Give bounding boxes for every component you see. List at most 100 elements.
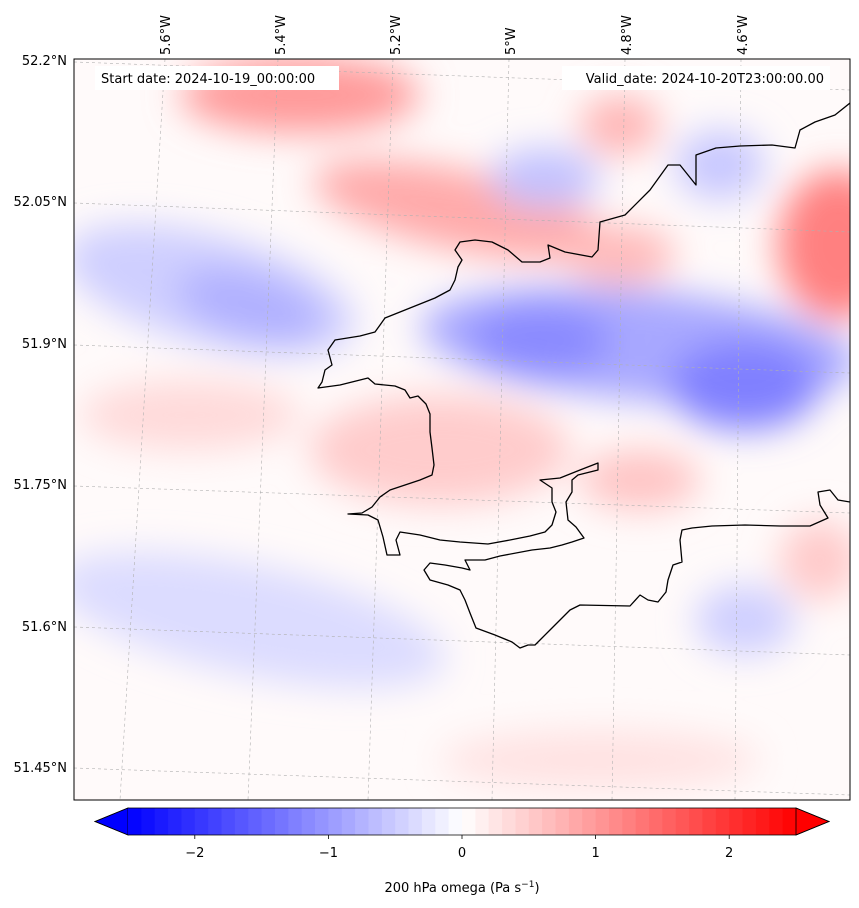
colorbar-segment — [568, 808, 583, 835]
colorbar-tick-label: 0 — [458, 846, 466, 861]
start-date-text: Start date: 2024-10-19_00:00:00 — [101, 72, 315, 87]
meridian-5.4w — [247, 59, 279, 800]
longitude-labels: 5.6°W 5.4°W 5.2°W 5°W 4.8°W 4.6°W — [159, 15, 751, 55]
colorbar-tick-label: 1 — [591, 846, 599, 861]
colorbar-segment — [421, 808, 436, 835]
omega-min-se — [695, 585, 795, 655]
colorbar-segment — [608, 808, 623, 835]
colorbar-segment — [288, 808, 303, 835]
colorbar-segment — [715, 808, 730, 835]
colorbar-segment — [662, 808, 677, 835]
lat-label: 52.05°N — [14, 195, 67, 210]
colorbar-segment — [435, 808, 450, 835]
colorbar-segment — [702, 808, 717, 835]
lon-label: 5.2°W — [389, 15, 404, 55]
colorbar-segment — [622, 808, 637, 835]
omega-max-east — [778, 170, 850, 320]
colorbar-segment — [742, 808, 757, 835]
map-area: Start date: 2024-10-19_00:00:00 Valid_da… — [74, 59, 850, 800]
lat-label: 51.75°N — [14, 478, 67, 493]
omega-min-ne — [675, 130, 765, 200]
latitude-labels: 52.2°N 52.05°N 51.9°N 51.75°N 51.6°N 51.… — [14, 54, 67, 776]
colorbar-segment — [181, 808, 196, 835]
colorbar-segment — [315, 808, 329, 835]
omega-max-band-north — [313, 159, 607, 261]
colorbar-segment — [234, 808, 249, 835]
colorbar-extend-min — [93, 807, 129, 836]
colorbar-segment — [782, 808, 797, 835]
colorbar-segment — [675, 808, 690, 835]
colorbar-segment — [462, 808, 476, 835]
colorbar-segment — [755, 808, 770, 835]
lon-label: 5.6°W — [159, 15, 174, 55]
colorbar-segment — [582, 808, 597, 835]
colorbar-segment — [635, 808, 650, 835]
colorbar-segment — [381, 808, 396, 835]
colorbar-segment — [408, 808, 423, 835]
colorbar-segment — [542, 808, 557, 835]
lat-label: 51.6°N — [22, 620, 67, 635]
omega-min-core-2 — [670, 340, 820, 430]
gridlines — [74, 59, 850, 800]
colorbar-segment — [128, 808, 142, 835]
omega-min-sw — [74, 552, 446, 688]
lon-label: 5°W — [504, 27, 519, 55]
colorbar-segment — [729, 808, 744, 835]
colorbar-segment — [395, 808, 410, 835]
colorbar-segment — [355, 808, 370, 835]
colorbar-segment — [274, 808, 289, 835]
lat-label: 51.9°N — [22, 337, 67, 352]
omega-min-core-1 — [470, 305, 610, 375]
map-frame — [73, 58, 851, 801]
omega-field — [74, 59, 850, 790]
colorbar-ticks: −2 −1 0 1 2 — [185, 835, 733, 861]
omega-max-band-south — [310, 395, 570, 505]
colorbar: −2 −1 0 1 2 200 hPa omega (Pa s−1) — [93, 807, 831, 896]
colorbar-segments — [128, 808, 797, 835]
colorbar-tick-label: −1 — [319, 846, 338, 861]
colorbar-segment — [502, 808, 517, 835]
omega-max-se — [580, 450, 700, 510]
omega-max-far-se — [780, 520, 850, 600]
omega-max-ne — [580, 95, 660, 155]
omega-max-west — [80, 380, 300, 450]
colorbar-outline — [93, 807, 831, 836]
colorbar-segment — [341, 808, 356, 835]
colorbar-segment — [528, 808, 543, 835]
colorbar-segment — [261, 808, 276, 835]
colorbar-segment — [221, 808, 236, 835]
colorbar-segment — [595, 808, 610, 835]
coastline — [317, 102, 850, 649]
lon-label: 5.4°W — [274, 15, 289, 55]
omega-max-center — [565, 225, 675, 285]
lon-label: 4.8°W — [620, 15, 635, 55]
colorbar-segment — [154, 808, 169, 835]
omega-max-south — [440, 730, 760, 790]
colorbar-segment — [328, 808, 343, 835]
valid-date-text: Valid_date: 2024-10-20T23:00:00.00 — [586, 72, 824, 87]
lat-label: 51.45°N — [14, 761, 67, 776]
colorbar-segment — [515, 808, 530, 835]
lon-label: 4.6°W — [736, 15, 751, 55]
colorbar-segment — [689, 808, 704, 835]
colorbar-segment — [368, 808, 383, 835]
colorbar-segment — [141, 808, 156, 835]
colorbar-segment — [168, 808, 183, 835]
colorbar-segment — [208, 808, 223, 835]
colorbar-segment — [555, 808, 570, 835]
start-date-box — [95, 66, 339, 90]
colorbar-segment — [475, 808, 490, 835]
coastline-north — [317, 102, 850, 649]
colorbar-segment — [769, 808, 784, 835]
lat-label: 52.2°N — [22, 54, 67, 69]
colorbar-segment — [488, 808, 503, 835]
colorbar-extend-max — [795, 807, 831, 836]
colorbar-segment — [194, 808, 209, 835]
colorbar-tick-label: −2 — [185, 846, 204, 861]
colorbar-segment — [448, 808, 463, 835]
colorbar-tick-label: 2 — [725, 846, 733, 861]
omega-min-north — [490, 148, 600, 208]
omega-min-west — [177, 268, 323, 342]
meridian-5.6w — [119, 59, 166, 800]
